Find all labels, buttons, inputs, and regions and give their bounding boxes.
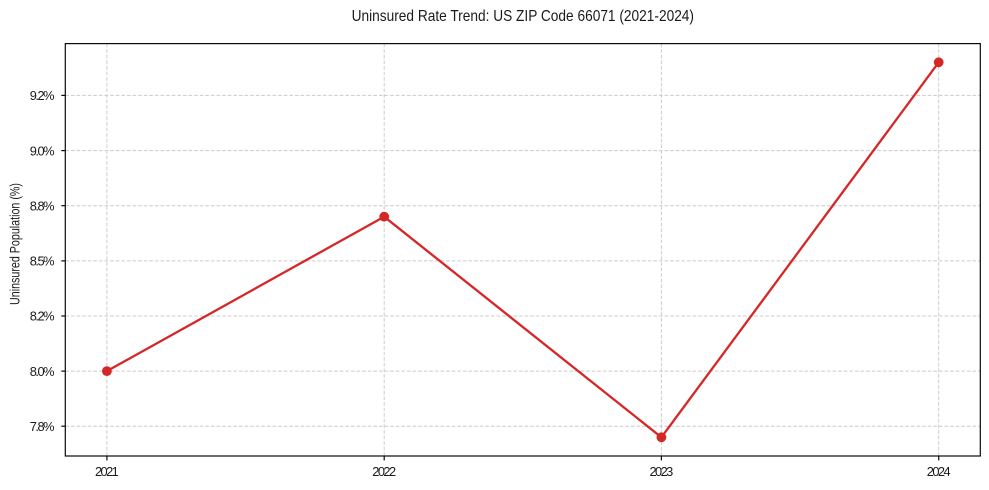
svg-text:2023: 2023: [650, 464, 674, 479]
svg-text:2024: 2024: [927, 464, 951, 479]
svg-text:8.2%: 8.2%: [30, 309, 55, 324]
svg-text:9.2%: 9.2%: [30, 88, 55, 103]
svg-text:9.0%: 9.0%: [30, 143, 55, 158]
svg-text:8.8%: 8.8%: [30, 198, 55, 213]
svg-text:Uninsured Rate Trend: US ZIP C: Uninsured Rate Trend: US ZIP Code 66071 …: [352, 8, 694, 25]
svg-text:2022: 2022: [372, 464, 396, 479]
svg-text:Uninsured Population (%): Uninsured Population (%): [7, 183, 22, 305]
svg-text:8.5%: 8.5%: [30, 254, 55, 269]
svg-text:7.8%: 7.8%: [30, 419, 55, 434]
svg-text:2021: 2021: [95, 464, 119, 479]
svg-text:8.0%: 8.0%: [30, 364, 55, 379]
